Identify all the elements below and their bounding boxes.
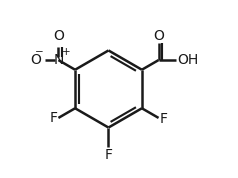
Text: O: O: [53, 29, 64, 43]
Text: −: −: [35, 48, 43, 57]
Text: OH: OH: [177, 53, 198, 67]
Text: N: N: [53, 53, 64, 67]
Text: O: O: [153, 28, 164, 43]
Text: F: F: [160, 112, 168, 126]
Text: +: +: [62, 47, 71, 57]
Text: F: F: [49, 111, 57, 125]
Text: F: F: [104, 148, 113, 162]
Text: O: O: [30, 53, 41, 67]
